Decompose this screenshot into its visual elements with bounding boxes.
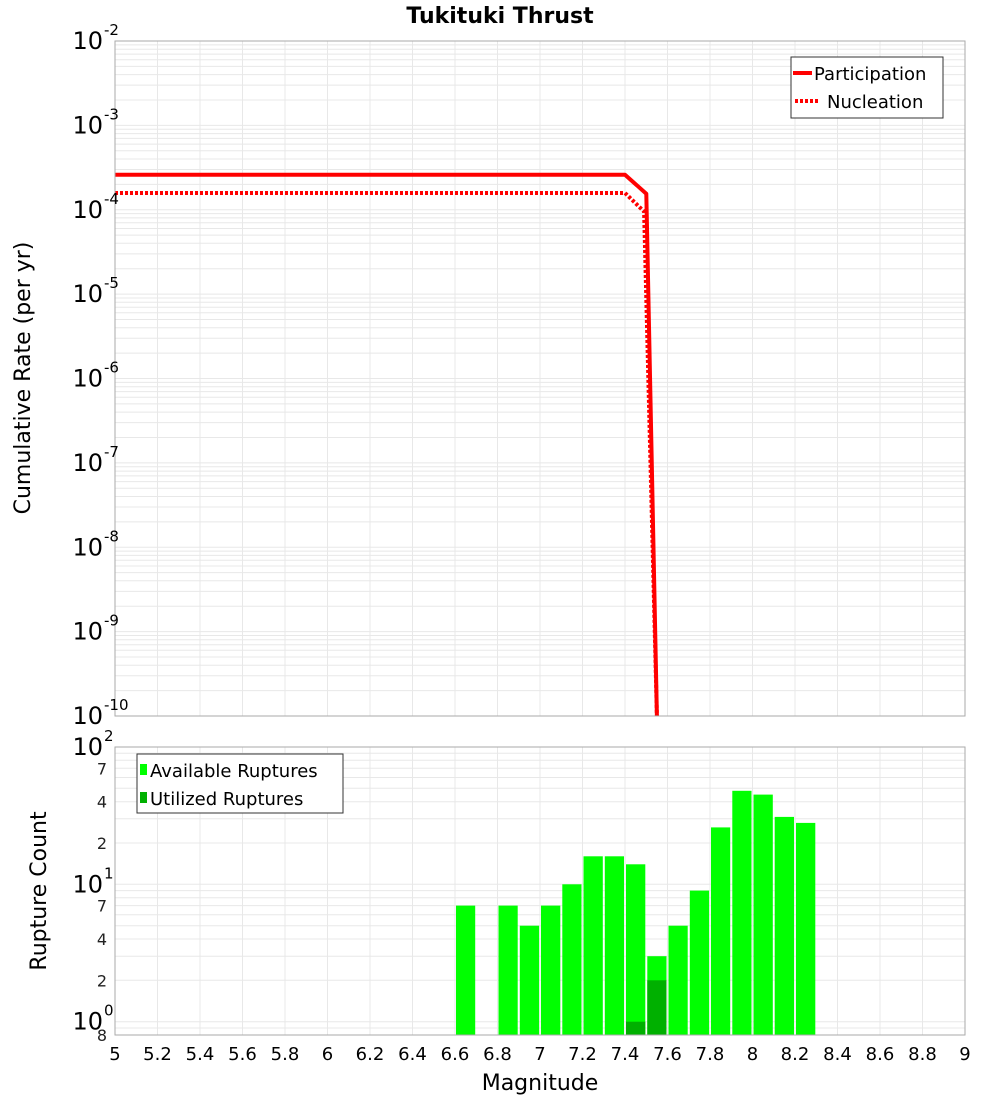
- x-axis-label: Magnitude: [482, 1071, 599, 1096]
- available-bar: [732, 791, 751, 1035]
- x-tick-label: 5.2: [143, 1044, 172, 1065]
- available-bar: [775, 817, 794, 1035]
- utilized-bar: [626, 1022, 645, 1035]
- y-tick-exponent: -2: [104, 21, 119, 39]
- y-minor-tick-label: 2: [97, 971, 107, 990]
- available-bar: [499, 906, 518, 1035]
- y-tick-label: 10: [72, 449, 103, 477]
- y-tick-label: 10: [72, 196, 103, 224]
- y-tick-exponent: -8: [104, 527, 119, 545]
- available-bar: [605, 856, 624, 1035]
- y-minor-tick-label: 4: [97, 793, 107, 812]
- available-bar: [541, 906, 560, 1035]
- x-tick-label: 5.4: [186, 1044, 215, 1065]
- bottom-y-axis-label: Rupture Count: [27, 811, 52, 971]
- x-tick-label: 7.2: [568, 1044, 597, 1065]
- bottom-y-axis-ticks: 1021011007427428: [72, 727, 113, 1045]
- x-tick-label: 6.6: [441, 1044, 470, 1065]
- top-legend: Participation Nucleation: [791, 57, 943, 118]
- available-bar: [754, 795, 773, 1035]
- x-tick-label: 8.4: [823, 1044, 852, 1065]
- available-bar: [796, 823, 815, 1035]
- legend-utilized: Utilized Ruptures: [150, 789, 303, 810]
- x-tick-label: 5.8: [271, 1044, 300, 1065]
- y-tick-label: 10: [72, 870, 103, 898]
- top-y-axis-label: Cumulative Rate (per yr): [11, 242, 36, 515]
- utilized-legend-icon: [140, 792, 147, 803]
- top-y-axis-ticks: 10-210-310-410-510-610-710-810-910-10: [72, 21, 128, 730]
- available-bar: [584, 856, 603, 1035]
- y-tick-label: 10: [72, 111, 103, 139]
- y-tick-exponent: -6: [104, 359, 119, 377]
- available-bar: [626, 864, 645, 1035]
- x-axis-ticks: 5 5.2 5.4 5.6 5.8 6 6.2 6.4 6.6 6.8 7 7.2 7.4 7.6 7.8 8…: [109, 1044, 970, 1065]
- y-minor-tick-label: 8: [97, 1026, 107, 1045]
- y-tick-exponent: -10: [104, 696, 129, 714]
- y-tick-exponent: -5: [104, 274, 119, 292]
- legend-available: Available Ruptures: [150, 761, 318, 782]
- x-tick-label: 9: [959, 1044, 970, 1065]
- top-grid: [115, 41, 965, 716]
- y-minor-tick-label: 7: [97, 759, 107, 778]
- x-tick-label: 6.4: [398, 1044, 427, 1065]
- x-tick-label: 5.6: [228, 1044, 257, 1065]
- available-bar: [690, 891, 709, 1035]
- rupture-count-plot: 1021011007427428 55.25.45.65.866.26.46.6…: [27, 727, 971, 1096]
- bottom-bars: [456, 791, 815, 1035]
- available-legend-icon: [140, 764, 147, 775]
- y-tick-exponent: -9: [104, 612, 119, 630]
- legend-nucleation: Nucleation: [827, 92, 923, 113]
- y-tick-label: 10: [72, 280, 103, 308]
- chart: Tukituki Thrust 10-210-310-410-510-610-7…: [0, 0, 1000, 1100]
- x-tick-label: 8.6: [866, 1044, 895, 1065]
- x-tick-label: 6: [322, 1044, 333, 1065]
- available-bar: [711, 827, 730, 1035]
- x-tick-label: 6.8: [483, 1044, 512, 1065]
- x-tick-label: 7: [534, 1044, 545, 1065]
- chart-title: Tukituki Thrust: [406, 4, 594, 29]
- y-tick-exponent: 2: [104, 727, 114, 745]
- cumulative-rate-plot: 10-210-310-410-510-610-710-810-910-10 Cu…: [11, 21, 965, 730]
- available-bar: [562, 884, 581, 1035]
- x-tick-label: 8.8: [908, 1044, 937, 1065]
- y-tick-exponent: -7: [104, 443, 119, 461]
- x-tick-label: 8.2: [781, 1044, 810, 1065]
- available-bar: [456, 906, 475, 1035]
- y-minor-tick-label: 7: [97, 897, 107, 916]
- utilized-bar: [647, 980, 666, 1035]
- x-tick-label: 7.6: [653, 1044, 682, 1065]
- y-tick-label: 10: [72, 618, 103, 646]
- x-tick-label: 8: [747, 1044, 758, 1065]
- y-tick-label: 10: [72, 733, 103, 761]
- y-minor-tick-label: 4: [97, 930, 107, 949]
- nucleation-line: [115, 193, 657, 716]
- available-bar: [669, 926, 688, 1035]
- x-tick-label: 7.4: [611, 1044, 640, 1065]
- x-tick-label: 7.8: [696, 1044, 725, 1065]
- y-tick-label: 10: [72, 702, 103, 730]
- y-tick-exponent: -4: [104, 190, 119, 208]
- top-series-lines: [115, 175, 657, 716]
- y-tick-exponent: -3: [104, 105, 119, 123]
- x-tick-label: 5: [109, 1044, 120, 1065]
- y-tick-label: 10: [72, 365, 103, 393]
- y-tick-exponent: 0: [104, 1002, 114, 1020]
- y-tick-label: 10: [72, 533, 103, 561]
- y-tick-exponent: 1: [104, 864, 114, 882]
- bottom-legend: Available Ruptures Utilized Ruptures: [137, 754, 343, 813]
- x-tick-label: 6.2: [356, 1044, 385, 1065]
- available-bar: [520, 926, 539, 1035]
- participation-line: [115, 175, 657, 716]
- legend-participation: Participation: [814, 64, 926, 85]
- y-tick-label: 10: [72, 27, 103, 55]
- y-minor-tick-label: 2: [97, 834, 107, 853]
